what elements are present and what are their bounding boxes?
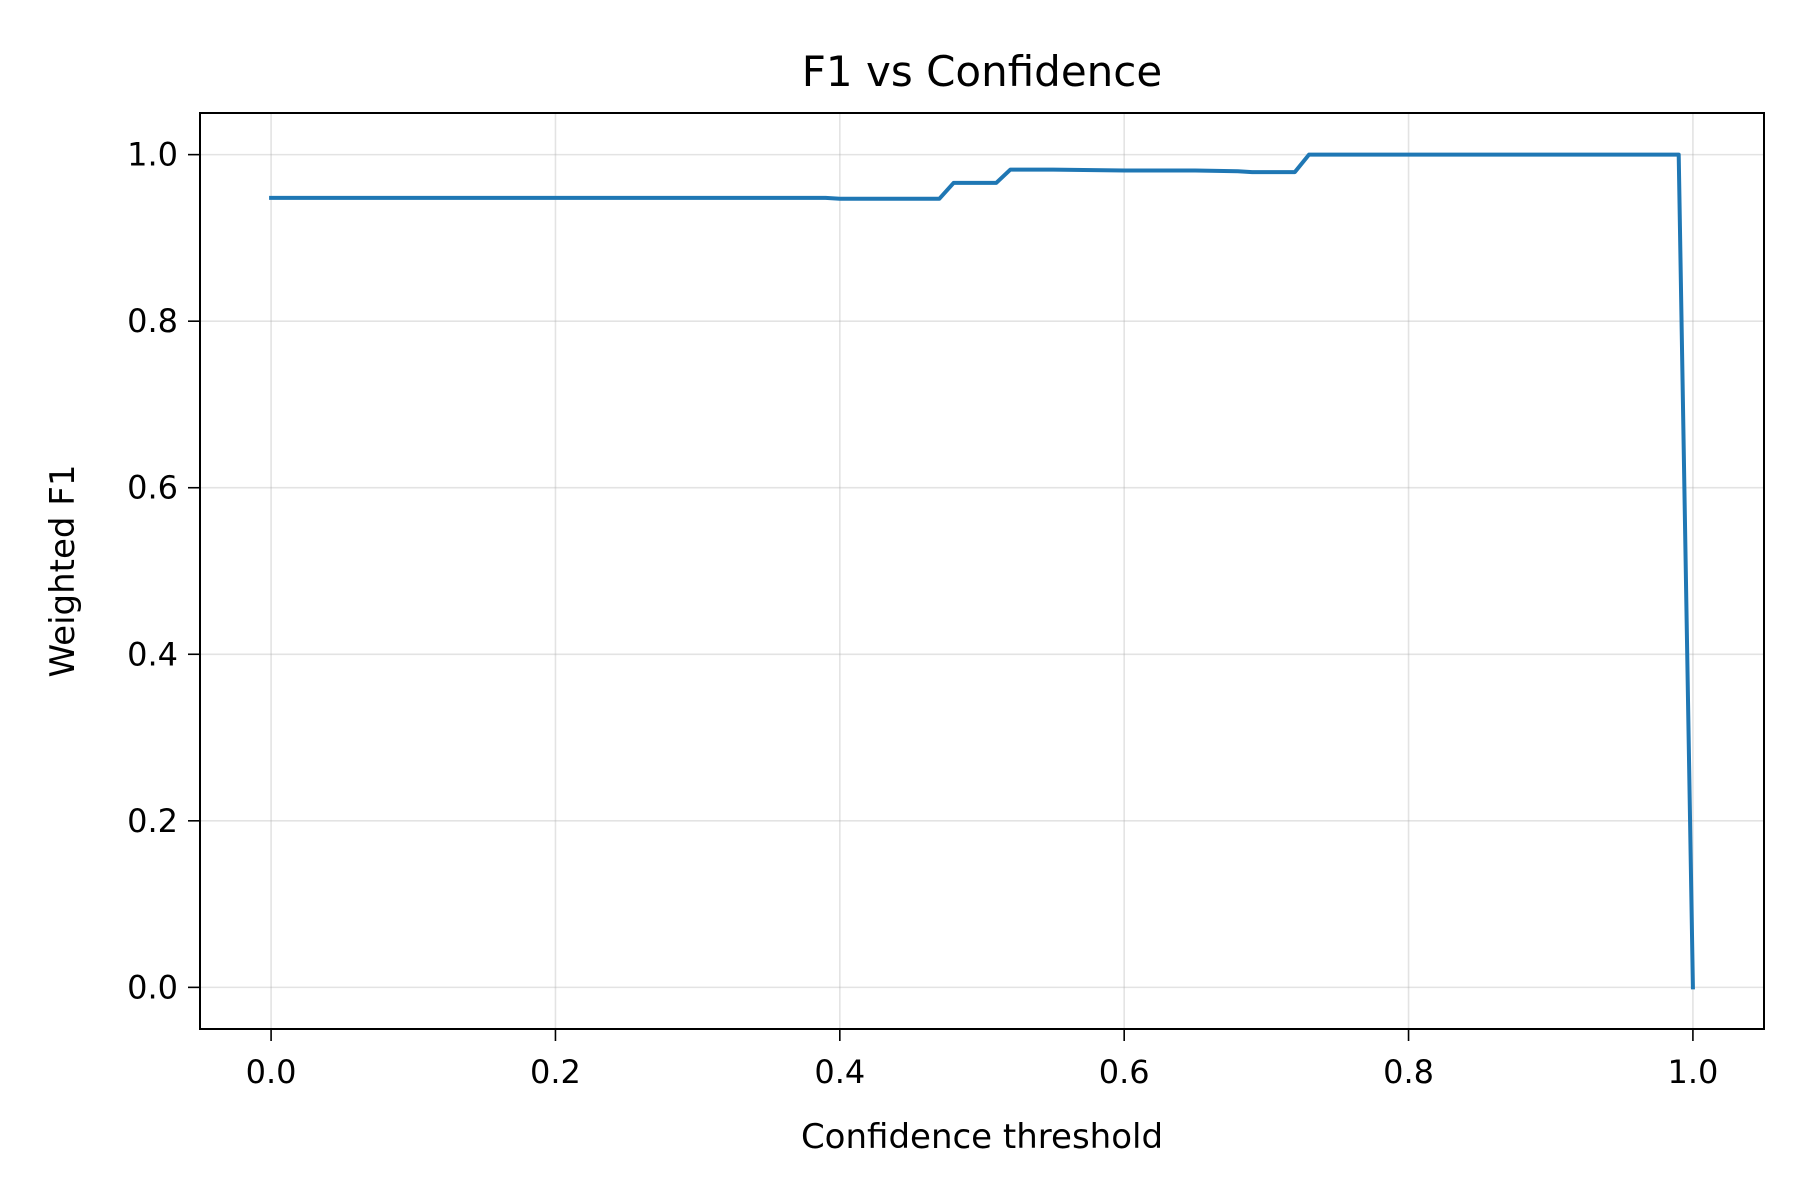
x-axis-label: Confidence threshold [801, 1117, 1163, 1157]
series-layer [269, 152, 1695, 990]
y-tick-label: 0.8 [127, 302, 178, 340]
y-tick-label: 0.6 [127, 469, 178, 507]
x-tick-label: 1.0 [1667, 1053, 1718, 1091]
y-tick-label: 0.4 [127, 635, 178, 673]
x-tick-label: 0.6 [1099, 1053, 1150, 1091]
y-tick-label: 0.2 [127, 802, 178, 840]
tick-layer: 0.0 0.2 0.4 0.6 0.8 1.0 0.0 0.2 0.4 0.6 0.8 1.0 [127, 136, 1718, 1091]
plot-frame [199, 112, 1765, 1030]
y-tick-label: 1.0 [127, 136, 178, 174]
x-tick-label: 0.0 [246, 1053, 297, 1091]
x-tick-label: 0.8 [1383, 1053, 1434, 1091]
grid-lines [200, 113, 1764, 1029]
y-axis-label: Weighted F1 [43, 465, 83, 678]
f1-series-line [269, 152, 1695, 990]
chart-title: F1 vs Confidence [802, 47, 1162, 96]
y-tick-label: 0.0 [127, 968, 178, 1006]
x-tick-label: 0.2 [530, 1053, 581, 1091]
x-tick-label: 0.4 [814, 1053, 865, 1091]
